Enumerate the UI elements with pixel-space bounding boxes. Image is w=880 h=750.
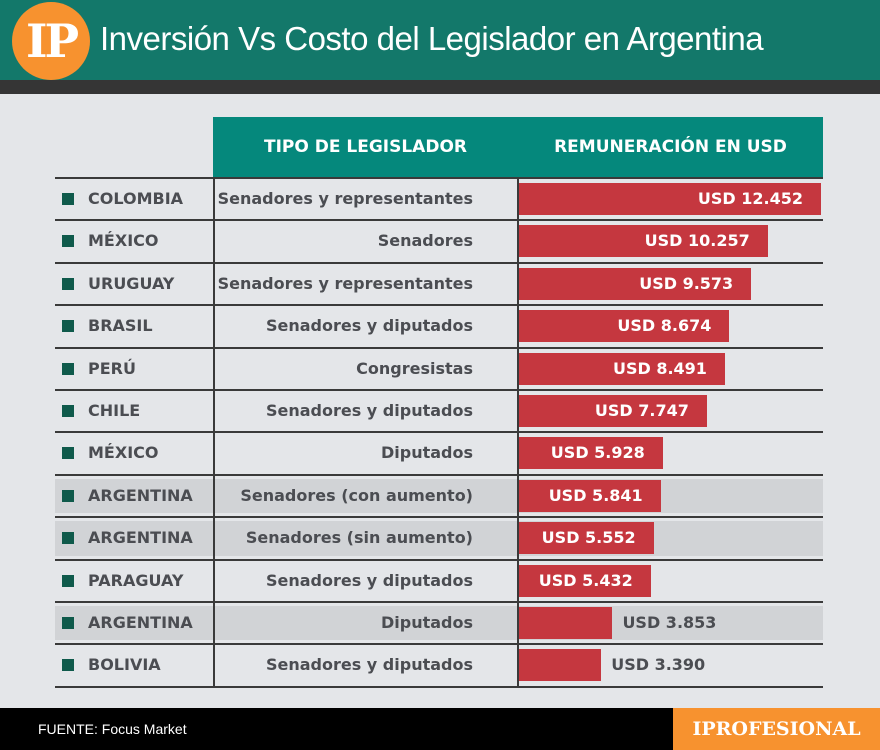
data-label: USD 3.853 (622, 612, 717, 632)
legislator-type: Senadores (con aumento) (240, 485, 473, 505)
bullet-square-icon (62, 489, 74, 502)
table-row: MÉXICO Diputados USD 5.928 (55, 431, 823, 473)
bullet-square-icon (62, 235, 74, 248)
bullet-square-icon (62, 362, 74, 375)
source-note: FUENTE: Focus Market (38, 721, 187, 737)
data-label: USD 12.452 (697, 189, 803, 208)
column-header: TIPO DE LEGISLADOR REMUNERACIÓN EN USD (213, 117, 823, 177)
legislator-type: Diputados (380, 612, 473, 632)
row-highlight (55, 521, 823, 556)
bar (519, 649, 602, 682)
bullet-square-icon (62, 574, 74, 587)
brand-logo: IPROFESIONAL (673, 708, 880, 750)
axis-line (517, 177, 519, 687)
country-label: PARAGUAY (88, 570, 184, 590)
bullet-square-icon (62, 404, 74, 417)
legislator-type: Congresistas (356, 358, 473, 378)
legislator-type: Senadores (377, 231, 473, 251)
column-header-remuneration: REMUNERACIÓN EN USD (554, 137, 787, 157)
header-bar (0, 0, 880, 80)
country-label: CHILE (88, 400, 141, 420)
row-highlight (55, 605, 823, 641)
data-label: USD 5.432 (538, 570, 633, 590)
bar (519, 564, 651, 597)
bar (519, 352, 725, 385)
country-label: ARGENTINA (88, 528, 193, 548)
iprofesional-logo: IP (12, 2, 90, 80)
data-label: USD 9.573 (639, 273, 734, 293)
header-band (0, 80, 880, 94)
legislator-type: Diputados (380, 443, 473, 463)
table-row: PARAGUAY Senadores y diputados USD 5.432 (55, 558, 823, 601)
bullet-square-icon (62, 447, 74, 460)
column-divider (213, 177, 215, 687)
legislator-type: Senadores y diputados (265, 316, 473, 336)
table-row: PERÚ Congresistas USD 8.491 (55, 346, 823, 389)
table-row: COLOMBIA Senadores y representantes USD 12… (55, 177, 823, 219)
data-label: USD 8.674 (617, 316, 712, 336)
row-highlight (55, 478, 823, 514)
data-label: USD 5.928 (550, 443, 645, 463)
bullet-square-icon (62, 616, 74, 629)
data-label: USD 5.552 (541, 528, 636, 548)
bar (519, 183, 821, 215)
data-label: USD 7.747 (594, 400, 689, 420)
legislator-type: Senadores y diputados (265, 570, 473, 590)
data-label: USD 5.841 (548, 485, 643, 505)
country-label: COLOMBIA (88, 189, 184, 208)
country-label: BRASIL (88, 316, 153, 336)
table-row: ARGENTINA Senadores (sin aumento) USD 5.55… (55, 516, 823, 558)
table-row: ARGENTINA Diputados USD 3.853 (55, 600, 823, 643)
data-label: USD 3.390 (611, 655, 706, 675)
bar (519, 310, 730, 343)
country-label: ARGENTINA (88, 485, 193, 505)
table-row: ARGENTINA Senadores (con aumento) USD 5.84… (55, 473, 823, 516)
table-row: BOLIVIA Senadores y diputados USD 3.390 (55, 643, 823, 685)
country-label: ARGENTINA (88, 612, 193, 632)
country-label: URUGUAY (88, 273, 175, 293)
bar (519, 606, 613, 639)
chart-title: Inversión Vs Costo del Legislador en Arg… (100, 20, 764, 57)
bar (519, 522, 654, 555)
bar (519, 267, 752, 300)
legislator-type: Senadores y representantes (217, 273, 473, 293)
country-label: BOLIVIA (88, 655, 161, 675)
legislator-type: Senadores y representantes (217, 189, 473, 208)
bullet-square-icon (62, 320, 74, 333)
table-row: MÉXICO Senadores USD 10.257 (55, 219, 823, 261)
table-row: CHILE Senadores y diputados USD 7.747 (55, 388, 823, 431)
bullet-square-icon (62, 193, 74, 205)
bar (519, 225, 768, 258)
data-label: USD 10.257 (644, 231, 750, 251)
legislator-type: Senadores y diputados (265, 655, 473, 675)
table-body: COLOMBIA Senadores y representantes USD 12… (55, 177, 823, 686)
country-label: MÉXICO (88, 443, 159, 463)
footer: FUENTE: Focus Market IPROFESIONAL (0, 708, 880, 750)
column-header-type: TIPO DE LEGISLADOR (263, 137, 467, 157)
country-label: PERÚ (88, 358, 136, 378)
data-label: USD 8.491 (612, 358, 707, 378)
table-row: URUGUAY Senadores y representantes USD 9.5… (55, 261, 823, 304)
bar (519, 394, 707, 427)
bar (519, 437, 663, 470)
table-row: BRASIL Senadores y diputados USD 8.674 (55, 304, 823, 346)
bullet-square-icon (62, 659, 74, 672)
bullet-square-icon (62, 532, 74, 545)
bar (519, 479, 661, 512)
table-bottom-line (55, 686, 823, 688)
legislator-type: Senadores (sin aumento) (245, 528, 473, 548)
country-label: MÉXICO (88, 231, 159, 251)
bullet-square-icon (62, 277, 74, 290)
legislator-type: Senadores y diputados (265, 400, 473, 420)
